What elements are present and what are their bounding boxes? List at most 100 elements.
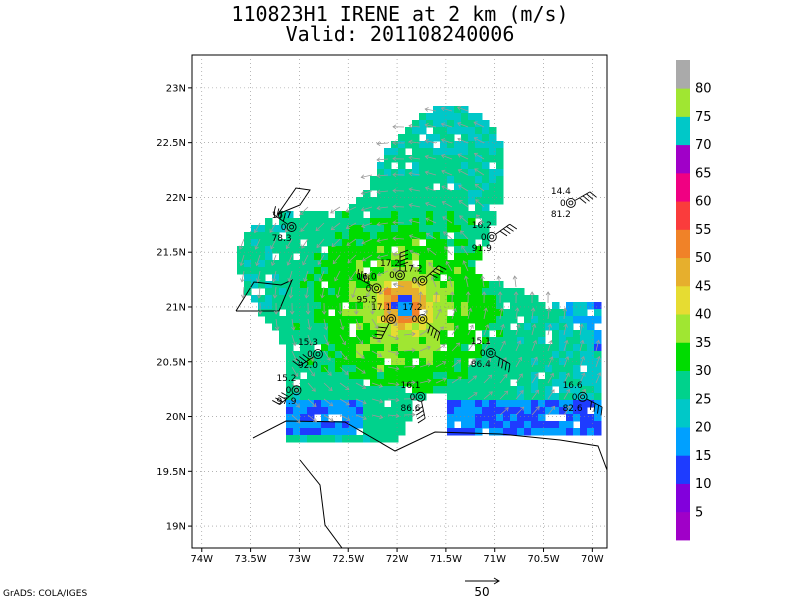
field-cell (517, 295, 525, 303)
wind-vector-head (239, 261, 244, 267)
field-cell (398, 204, 406, 212)
wind-vector-head (444, 246, 449, 251)
field-cell (503, 337, 511, 345)
field-cell (440, 211, 448, 219)
field-cell (258, 260, 266, 268)
field-cell (517, 400, 525, 408)
wind-vector (419, 379, 431, 384)
wind-barb-flag (504, 361, 507, 371)
field-cell (398, 302, 406, 310)
wind-vector (435, 344, 446, 352)
wind-vector (307, 398, 317, 407)
wind-barb-flag (278, 394, 287, 400)
field-cell (314, 365, 322, 373)
wind-vector-head (581, 388, 586, 393)
field-cell (489, 344, 497, 352)
wind-vector-head (370, 310, 375, 315)
wind-vector-head (329, 417, 334, 422)
field-cell (286, 421, 294, 429)
wind-vector-head (362, 384, 367, 389)
field-cell (328, 295, 336, 303)
field-cell (594, 351, 602, 359)
field-cell (489, 183, 497, 191)
wind-vector (467, 392, 478, 400)
field-cell (468, 330, 476, 338)
field-cell (440, 372, 448, 380)
wind-vector (483, 358, 492, 368)
wind-vector-head (548, 339, 553, 345)
field-cell (475, 372, 483, 380)
field-cell (566, 372, 574, 380)
wind-vector (361, 190, 373, 195)
colorbar-label: 35 (695, 336, 712, 351)
field-cell (559, 365, 567, 373)
wind-vector (595, 356, 600, 368)
field-cell (377, 386, 385, 394)
field-cell (377, 197, 385, 205)
field-cell (300, 274, 308, 282)
field-cell (482, 407, 490, 415)
field-cell (293, 302, 301, 310)
wind-vector (377, 270, 389, 276)
colorbar-swatch (676, 398, 690, 428)
field-cell (510, 414, 518, 422)
field-cell (398, 176, 406, 184)
x-tick-label: 70W (581, 554, 604, 565)
field-cell (244, 274, 252, 282)
field-cell (552, 393, 560, 401)
field-cell (391, 141, 399, 149)
wind-vector-head (513, 291, 519, 296)
wind-vector (499, 407, 509, 416)
wind-vector-head (503, 373, 508, 379)
field-cell (454, 309, 462, 317)
wind-vector (467, 324, 474, 336)
wind-vector-head (532, 340, 538, 345)
wind-vector (451, 325, 459, 336)
field-cell (398, 400, 406, 408)
field-cell (412, 169, 420, 177)
field-cell (545, 400, 553, 408)
field-cell (440, 295, 448, 303)
wind-vector-head (473, 137, 478, 142)
field-cell (335, 330, 343, 338)
wind-vector (387, 302, 390, 314)
field-cell (419, 351, 427, 359)
field-cell (482, 232, 490, 240)
field-cell (419, 267, 427, 275)
wind-barb-flag (593, 403, 596, 412)
field-cell (377, 225, 385, 233)
field-cell (489, 197, 497, 205)
field-cell (594, 400, 602, 408)
field-cell (384, 372, 392, 380)
wind-barb (426, 321, 441, 333)
station-mid-value: 0 (412, 277, 418, 287)
field-cell (405, 274, 413, 282)
field-cell (300, 400, 308, 408)
field-cell (433, 372, 441, 380)
field-cell (328, 260, 336, 268)
field-cell (426, 176, 434, 184)
field-cell (489, 169, 497, 177)
field-cell (454, 302, 462, 310)
field-cell (461, 344, 469, 352)
field-cell (482, 239, 490, 247)
field-cell (426, 302, 434, 310)
field-cell (342, 239, 350, 247)
wind-barb (495, 223, 511, 235)
field-cell (335, 295, 343, 303)
field-cell (496, 337, 504, 345)
wind-vector (256, 254, 261, 266)
field-cell (314, 239, 322, 247)
wind-vector (563, 372, 570, 384)
field-cell (524, 337, 532, 345)
wind-vector (483, 324, 489, 336)
field-cell (580, 337, 588, 345)
field-cell (321, 428, 329, 436)
colorbar-label: 70 (695, 138, 712, 153)
field-cell (489, 302, 497, 310)
wind-vector (288, 270, 293, 282)
field-cell (391, 211, 399, 219)
wind-vector (323, 318, 327, 330)
software-credit: GrADS: COLA/IGES (3, 589, 87, 599)
wind-vector-head (320, 294, 325, 299)
